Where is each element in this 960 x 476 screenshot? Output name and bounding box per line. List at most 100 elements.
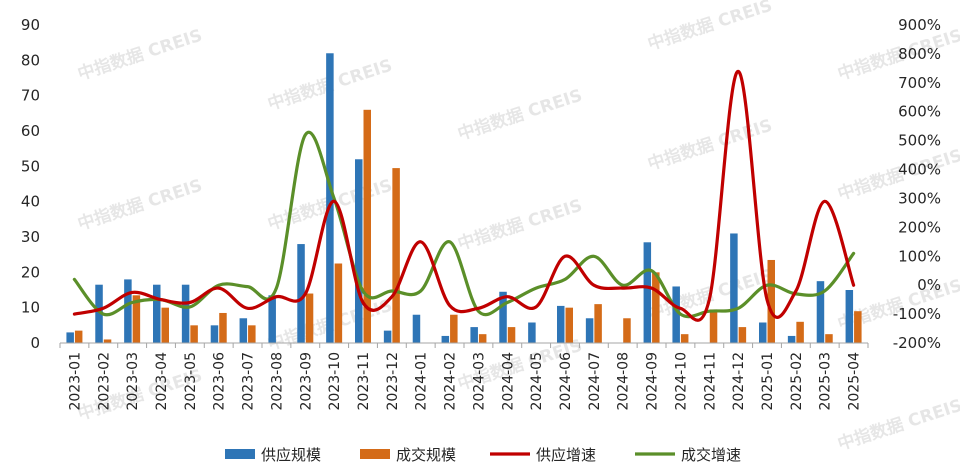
bar-supply	[845, 290, 854, 343]
y-left-tick-label: 0	[30, 334, 40, 352]
bar-deal	[305, 293, 314, 343]
y-right-tick-label: 700%	[898, 74, 941, 92]
y-left-tick-label: 70	[21, 87, 40, 105]
x-tick-label: 2024-05	[529, 352, 545, 411]
legend-swatch	[225, 449, 255, 459]
bar-deal	[623, 318, 631, 343]
bar-deal	[738, 327, 747, 343]
x-tick-label: 2024-10	[673, 352, 689, 411]
bar-deal	[334, 263, 343, 343]
bar-deal	[74, 330, 83, 343]
bar-supply	[355, 159, 363, 343]
y-right-tick-label: 800%	[898, 45, 941, 63]
x-tick-label: 2023-07	[241, 352, 257, 411]
x-tick-label: 2023-11	[356, 352, 372, 411]
bar-supply	[95, 284, 103, 343]
bar-layer	[66, 53, 862, 344]
bar-deal	[392, 168, 400, 343]
bar-deal	[594, 304, 602, 343]
y-right-tick-label: 300%	[898, 189, 941, 207]
y-right-tick-label: 500%	[898, 132, 941, 150]
bar-supply	[787, 335, 796, 343]
bar-deal	[709, 309, 718, 343]
watermark-text: 中指数据 CREIS	[645, 0, 775, 55]
legend-item-deal-scale: 成交规模	[396, 446, 456, 464]
bar-supply	[326, 53, 334, 344]
bar-deal	[161, 307, 169, 343]
bar-deal	[854, 311, 862, 343]
x-tick-label: 2025-01	[760, 352, 776, 411]
y-right-tick-label: -200%	[893, 334, 941, 352]
bar-deal	[450, 314, 458, 343]
bar-deal	[767, 259, 775, 343]
x-tick-label: 2023-09	[298, 352, 314, 411]
bar-supply	[643, 242, 652, 343]
x-tick-label: 2025-02	[789, 352, 805, 411]
legend: 供应规模 成交规模 供应增速 成交增速	[225, 446, 741, 464]
bar-deal	[478, 334, 487, 343]
bar-deal	[652, 272, 660, 343]
bar-supply	[153, 284, 161, 343]
bar-deal	[565, 307, 573, 343]
x-tick-label: 2023-01	[67, 352, 83, 411]
bar-supply	[759, 322, 767, 343]
bar-supply	[816, 281, 825, 343]
y-right-tick-label: -100%	[893, 305, 941, 323]
bar-supply	[239, 318, 248, 343]
x-tick-label: 2023-12	[385, 352, 401, 411]
bar-supply	[268, 295, 276, 343]
y-right-tick-label: 100%	[898, 247, 941, 265]
legend-item-supply-scale: 供应规模	[261, 446, 321, 464]
bar-deal	[132, 295, 141, 343]
bar-supply	[181, 284, 190, 343]
y-left-tick-label: 80	[21, 51, 40, 69]
y-right-tick-label: 900%	[898, 16, 941, 34]
line-layer	[72, 69, 856, 322]
bar-deal	[248, 325, 256, 343]
bar-supply	[297, 244, 305, 343]
y-left-tick-label: 50	[21, 157, 40, 175]
bar-supply	[210, 325, 219, 343]
x-tick-label: 2025-03	[818, 352, 834, 411]
y-left-tick-label: 10	[21, 299, 40, 317]
bar-supply	[441, 335, 450, 343]
bar-deal	[680, 334, 689, 343]
x-tick-label: 2023-02	[96, 352, 112, 411]
bar-deal	[190, 325, 198, 343]
x-tick-label: 2024-03	[471, 352, 487, 411]
bar-deal	[103, 339, 112, 343]
x-tick-label: 2024-07	[587, 352, 603, 411]
bar-deal	[219, 312, 227, 343]
x-tick-label: 2025-04	[847, 352, 863, 411]
x-tick-label: 2024-11	[702, 352, 718, 411]
y-left-tick-label: 20	[21, 263, 40, 281]
x-tick-label: 2023-06	[212, 352, 228, 411]
x-tick-label: 2024-04	[500, 352, 516, 411]
x-tick-label: 2023-03	[125, 352, 141, 411]
bar-supply	[66, 332, 74, 343]
bar-supply	[124, 279, 132, 343]
watermark-text: 中指数据 CREIS	[455, 85, 585, 145]
x-tick-label: 2024-06	[558, 352, 574, 411]
x-tick-label: 2023-10	[327, 352, 343, 411]
x-tick-label: 2024-09	[645, 352, 661, 411]
x-tick-label: 2023-05	[183, 352, 199, 411]
y-right-tick-label: 0%	[917, 276, 941, 294]
bar-deal	[363, 109, 371, 343]
line-supply-growth	[72, 69, 856, 322]
bar-supply	[730, 233, 738, 343]
watermark-text: 中指数据 CREIS	[75, 175, 205, 235]
bar-supply	[499, 291, 507, 343]
y-right-tick-label: 200%	[898, 218, 941, 236]
bar-supply	[557, 305, 565, 343]
x-tick-label: 2024-02	[443, 352, 459, 411]
legend-item-supply-growth: 供应增速	[536, 446, 596, 464]
x-tick-label: 2024-12	[731, 352, 747, 411]
y-left-tick-label: 30	[21, 228, 40, 246]
watermark-text: 中指数据 CREIS	[455, 195, 585, 255]
bar-supply	[585, 318, 594, 343]
bar-deal	[507, 327, 516, 343]
x-tick-label: 2023-04	[154, 352, 170, 411]
